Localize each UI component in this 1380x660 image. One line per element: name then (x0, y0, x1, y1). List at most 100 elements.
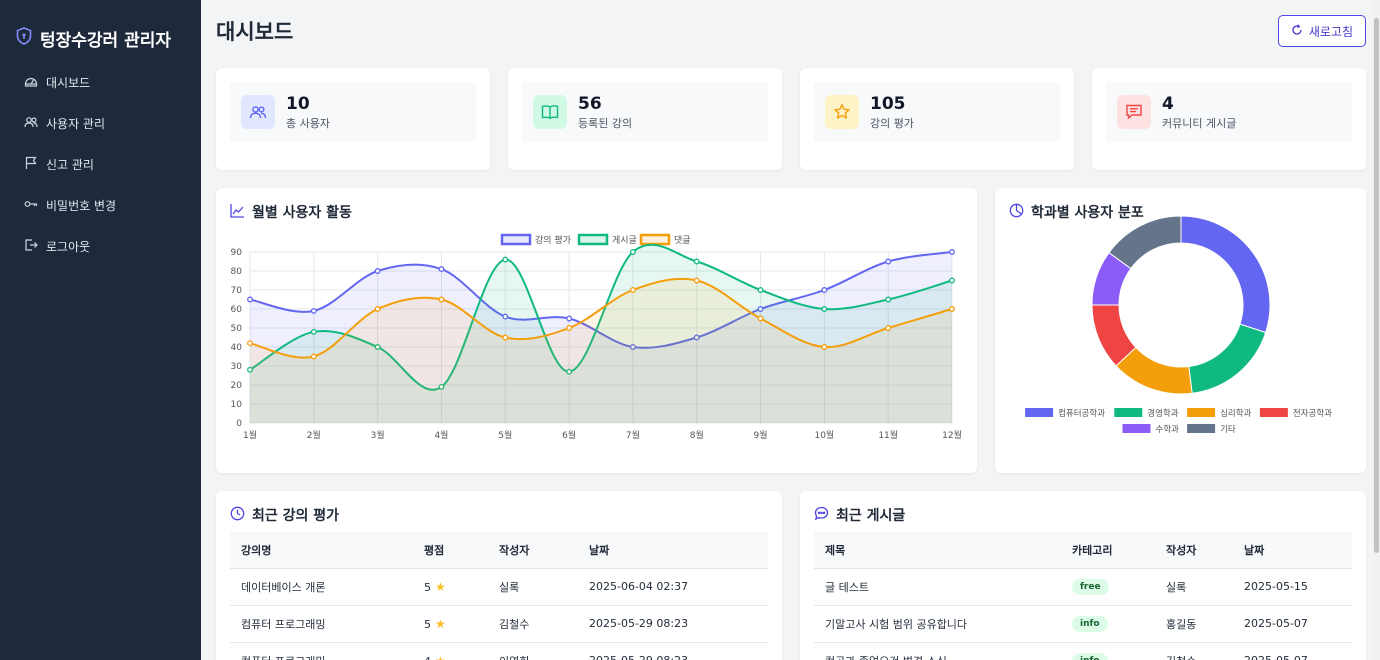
clock-icon (230, 506, 245, 525)
x-tick-label: 3월 (371, 429, 385, 441)
column-header: 작성자 (488, 532, 578, 569)
legend-item[interactable]: 게시글 (577, 233, 637, 246)
brand: 텅장수강러 관리자 (0, 0, 201, 58)
data-point (566, 315, 573, 322)
data-point (502, 256, 509, 263)
data-point (310, 328, 317, 335)
legend-swatch (1187, 408, 1216, 417)
review-date: 2025-06-04 02:37 (578, 568, 768, 606)
refresh-icon (1291, 23, 1303, 39)
course-name: 컴퓨터 프로그래밍 (230, 642, 413, 660)
users-icon (24, 115, 38, 132)
data-point (885, 258, 892, 265)
legend-item[interactable]: 수학과 (1122, 424, 1180, 435)
data-point (438, 383, 445, 390)
page-title: 대시보드 (216, 20, 294, 44)
y-tick-label: 40 (231, 343, 243, 353)
sidebar-item-password[interactable]: 비밀번호 변경 (0, 185, 201, 226)
column-header: 날짜 (1233, 532, 1352, 569)
legend-item[interactable]: 기타 (1187, 424, 1236, 435)
data-point (757, 306, 764, 312)
sidebar-item-reports[interactable]: 신고 관리 (0, 144, 201, 185)
category-badge: info (1072, 615, 1108, 632)
table-row[interactable]: 글 테스트 free 실록 2025-05-15 (814, 568, 1352, 606)
y-tick-label: 10 (231, 400, 243, 410)
x-tick-label: 6월 (562, 429, 576, 441)
post-title: 글 테스트 (814, 568, 1061, 606)
x-tick-label: 4월 (434, 429, 448, 441)
stat-card-posts: 4 커뮤니티 게시글 (1092, 68, 1366, 170)
column-header: 카테고리 (1061, 532, 1155, 569)
activity-line-chart: 강의 평가 게시글 댓글 0 10 20 30 40 50 60 70 80 90 1월 2월 3월 4월 5월 6… (231, 233, 962, 441)
legend-swatch (1187, 424, 1216, 433)
post-date: 2025-05-07 (1233, 605, 1352, 643)
rating-value: 5 (424, 617, 431, 631)
column-header: 작성자 (1155, 532, 1233, 569)
table-row[interactable]: 컴공과 졸업요건 변경 소식 info 김철수 2025-05-07 (814, 642, 1352, 660)
data-point (885, 296, 892, 303)
data-point (821, 344, 828, 350)
stat-value: 10 (286, 93, 310, 114)
stat-value: 105 (870, 93, 906, 114)
rating-value: 4 (424, 655, 431, 660)
distribution-chart-card: 학과별 사용자 분포 컴퓨터공학과 경영학과 심리학과 전자공학과 수학과 기타 (995, 188, 1366, 473)
post-author: 홍길동 (1155, 605, 1233, 643)
legend-swatch (1122, 424, 1151, 433)
legend-label: 게시글 (612, 235, 637, 246)
stat-label: 총 사용자 (286, 116, 330, 130)
page-scrollbar[interactable] (1373, 0, 1380, 660)
series-area (250, 244, 952, 423)
table-row[interactable]: 데이터베이스 개론 5 ★ 실록 2025-06-04 02:37 (230, 568, 768, 606)
table-row[interactable]: 컴퓨터 프로그래밍 5 ★ 김철수 2025-05-29 08:23 (230, 605, 768, 643)
line-chart-icon (230, 203, 245, 222)
sidebar-item-label: 사용자 관리 (46, 117, 106, 131)
card-title: 최근 강의 평가 (252, 508, 340, 524)
refresh-button[interactable]: 새로고침 (1277, 15, 1366, 47)
data-point (885, 325, 892, 331)
post-date: 2025-05-15 (1233, 568, 1352, 606)
data-point (438, 266, 445, 273)
data-point (374, 344, 381, 350)
dashboard-icon (24, 74, 38, 91)
sidebar-item-logout[interactable]: 로그아웃 (0, 226, 201, 267)
main-content: 대시보드 새로고침 10 총 사용자 56 등록된 강의 (201, 0, 1373, 660)
legend-item[interactable]: 경영학과 (1114, 408, 1179, 419)
sidebar-item-users[interactable]: 사용자 관리 (0, 103, 201, 144)
legend-swatch (1114, 408, 1143, 417)
star-icon: ★ (435, 616, 446, 631)
donut-slice (1108, 215, 1182, 270)
sidebar-item-label: 대시보드 (46, 76, 91, 90)
scrollbar-thumb[interactable] (1374, 18, 1379, 553)
data-point (821, 287, 828, 293)
stat-card-users: 10 총 사용자 (216, 68, 490, 170)
legend-item[interactable]: 컴퓨터공학과 (1025, 408, 1105, 419)
rating-value: 5 (424, 580, 431, 594)
review-author: 실록 (488, 568, 578, 606)
table-row[interactable]: 기말고사 시험 범위 공유합니다 info 홍길동 2025-05-07 (814, 605, 1352, 643)
legend-item[interactable]: 강의 평가 (500, 233, 571, 246)
star-icon: ★ (435, 654, 446, 660)
refresh-label: 새로고침 (1308, 24, 1353, 39)
message-icon (1117, 95, 1151, 129)
legend-item[interactable]: 전자공학과 (1259, 408, 1332, 419)
legend-item[interactable]: 심리학과 (1187, 408, 1252, 419)
data-point (949, 277, 955, 284)
posts-table: 제목 카테고리 작성자 날짜 글 테스트 free 실록 2025-05-15 … (814, 532, 1352, 660)
legend-label: 경영학과 (1147, 408, 1178, 419)
data-point (502, 334, 509, 341)
x-tick-label: 8월 (690, 429, 704, 441)
sidebar-item-label: 비밀번호 변경 (46, 199, 117, 213)
data-point (757, 315, 764, 322)
sidebar-item-dashboard[interactable]: 대시보드 (0, 62, 201, 103)
data-point (693, 334, 700, 341)
review-date: 2025-05-29 08:23 (578, 605, 768, 643)
data-point (629, 249, 636, 255)
data-point (310, 307, 317, 314)
table-row[interactable]: 컴퓨터 프로그래밍 4 ★ 이영희 2025-05-29 08:23 (230, 642, 768, 660)
data-point (949, 306, 955, 312)
sidebar-item-label: 로그아웃 (46, 240, 91, 254)
shield-icon (16, 26, 32, 50)
legend-label: 댓글 (674, 235, 691, 246)
sidebar: 텅장수강러 관리자 대시보드 사용자 관리 신고 관리 비밀번호 변경 로그아웃 (0, 0, 201, 660)
